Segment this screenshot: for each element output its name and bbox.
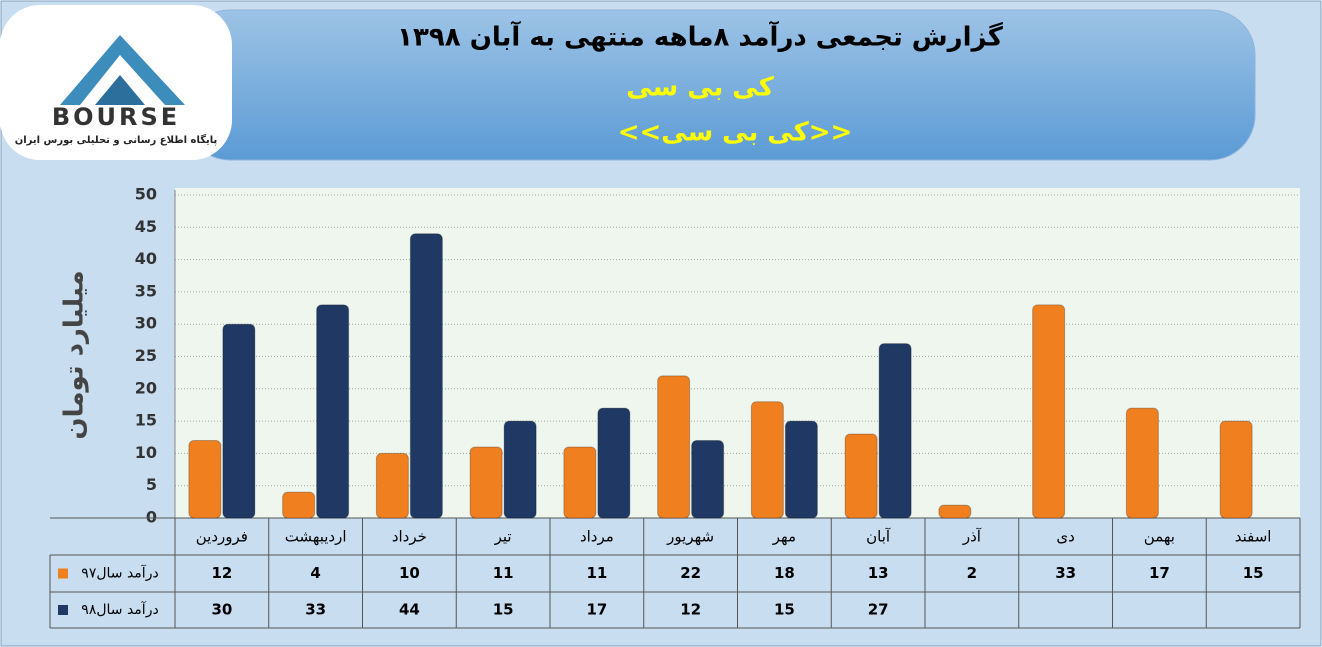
- table-value: 15: [1243, 564, 1264, 582]
- x-tick-label: شهریور: [666, 528, 714, 546]
- table-value: 22: [680, 564, 701, 582]
- y-tick-label: 40: [135, 249, 157, 268]
- bar: [1032, 304, 1066, 519]
- x-tick-label: آبان: [866, 528, 891, 546]
- bar: [1219, 420, 1253, 519]
- x-tick-label: تیر: [494, 528, 512, 546]
- x-tick-label: بهمن: [1144, 528, 1175, 546]
- bar: [316, 304, 350, 519]
- y-tick-label: 0: [146, 508, 157, 527]
- x-tick-label: دی: [1056, 528, 1074, 546]
- bar: [222, 323, 256, 519]
- plot-area: [175, 188, 1300, 518]
- bar: [409, 233, 443, 519]
- table-value: 4: [310, 564, 320, 582]
- logo-mark: [60, 35, 185, 105]
- bar: [563, 446, 597, 519]
- table-value: 11: [493, 564, 514, 582]
- bar: [188, 439, 222, 519]
- table-value: 10: [399, 564, 420, 582]
- bar: [375, 452, 409, 519]
- x-tick-label: فروردین: [196, 528, 248, 546]
- logo-mark: [95, 75, 145, 105]
- table-value: 15: [774, 601, 795, 619]
- bar: [878, 343, 912, 519]
- y-tick-label: 30: [135, 314, 157, 333]
- y-tick-label: 20: [135, 378, 157, 397]
- table-value: 33: [1055, 564, 1076, 582]
- y-tick-label: 45: [135, 217, 157, 236]
- bar: [503, 420, 537, 519]
- y-tick-label: 10: [135, 443, 157, 462]
- table-value: 18: [774, 564, 795, 582]
- bar: [1125, 407, 1159, 519]
- chart-title: گزارش تجمعی درآمد ۸ماهه منتهی به آبان ۱۳…: [397, 21, 1004, 53]
- chart-subtitle: کی بی سی: [626, 73, 774, 103]
- x-tick-label: آذر: [962, 528, 982, 546]
- x-tick-label: مهر: [772, 528, 796, 546]
- legend-swatch: [58, 568, 68, 579]
- table-value: 33: [305, 601, 326, 619]
- y-tick-label: 25: [135, 346, 157, 365]
- x-tick-label: اردیبهشت: [285, 528, 347, 546]
- table-value: 27: [868, 601, 889, 619]
- y-axis-label: میلیارد تومان: [60, 270, 90, 439]
- bar: [597, 407, 631, 519]
- bar: [282, 491, 316, 519]
- x-tick-label: اسفند: [1235, 528, 1272, 546]
- table-value: 17: [586, 601, 607, 619]
- bar: [844, 433, 878, 519]
- bar: [691, 439, 725, 519]
- bar: [784, 420, 818, 519]
- x-tick-label: مرداد: [580, 528, 614, 546]
- table-value: 30: [211, 601, 232, 619]
- table-value: 12: [680, 601, 701, 619]
- table-value: 2: [967, 564, 977, 582]
- bar: [469, 446, 503, 519]
- logo-name: BOURSE: [52, 103, 180, 131]
- table-value: 13: [868, 564, 889, 582]
- legend-label: درآمد سال۹۸: [81, 601, 158, 618]
- bar: [657, 375, 691, 519]
- y-tick-label: 5: [146, 475, 157, 494]
- chart-subtitle: <<کی بی سی>>: [618, 118, 853, 148]
- y-tick-label: 15: [135, 411, 157, 430]
- y-tick-label: 35: [135, 281, 157, 300]
- table-value: 11: [586, 564, 607, 582]
- table-value: 17: [1149, 564, 1170, 582]
- legend-swatch: [58, 605, 68, 615]
- y-tick-label: 50: [135, 185, 157, 204]
- table-value: 15: [493, 601, 514, 619]
- x-tick-label: خرداد: [392, 528, 427, 546]
- legend-label: درآمد سال۹۷: [81, 565, 158, 582]
- bar: [938, 504, 972, 519]
- logo-tagline: پایگاه اطلاع رسانی و تحلیلی بورس ایران: [15, 133, 218, 146]
- bar: [750, 401, 784, 519]
- table-value: 44: [399, 601, 420, 619]
- table-value: 12: [211, 564, 232, 582]
